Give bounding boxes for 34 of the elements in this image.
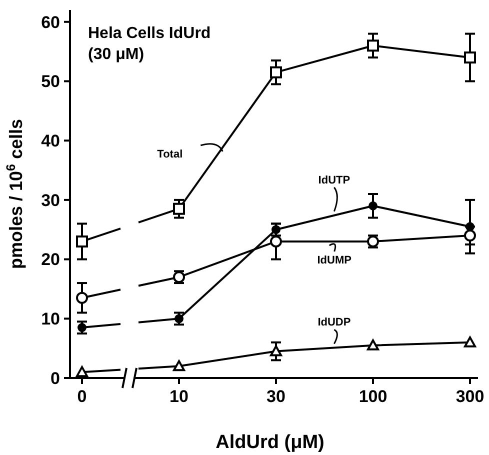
point bbox=[76, 235, 88, 248]
point bbox=[367, 339, 379, 350]
series-label: IdUDP bbox=[318, 316, 351, 329]
x-tick-label: 10 bbox=[170, 387, 188, 406]
point bbox=[367, 40, 379, 52]
point bbox=[173, 202, 185, 215]
point bbox=[173, 360, 185, 372]
x-tick-label: 30 bbox=[266, 387, 286, 406]
point bbox=[76, 292, 88, 304]
point bbox=[270, 235, 282, 248]
y-tick-label: 0 bbox=[50, 368, 60, 388]
point bbox=[270, 66, 282, 78]
x-axis-title: AldUrd (μM) bbox=[216, 432, 324, 453]
x-tick-label: 0 bbox=[77, 387, 87, 406]
point bbox=[78, 323, 86, 332]
y-tick-label: 50 bbox=[41, 72, 60, 92]
point bbox=[464, 230, 476, 242]
legend-label: Total bbox=[157, 148, 183, 160]
y-tick-label: 20 bbox=[41, 250, 60, 270]
x-tick-label: 300 bbox=[456, 387, 484, 406]
y-tick-label: 60 bbox=[41, 12, 60, 32]
point bbox=[368, 201, 378, 210]
y-tick-label: 10 bbox=[41, 310, 60, 329]
point bbox=[76, 366, 88, 378]
point bbox=[464, 51, 476, 64]
point bbox=[464, 336, 476, 348]
text: IdUTP bbox=[318, 174, 350, 186]
text: Hela Cells IdUrd (30 μM) bbox=[88, 25, 211, 63]
series-label: IdUMP bbox=[317, 254, 352, 266]
x-tick-label: 100 bbox=[358, 387, 388, 406]
y-tick-label: 30 bbox=[41, 190, 60, 210]
point bbox=[174, 314, 184, 324]
point bbox=[270, 345, 282, 356]
y-tick-label: 40 bbox=[41, 132, 60, 151]
